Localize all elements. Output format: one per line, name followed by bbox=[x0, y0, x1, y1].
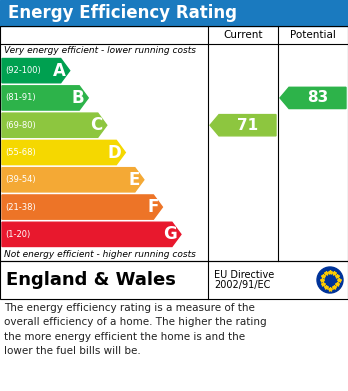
Text: Not energy efficient - higher running costs: Not energy efficient - higher running co… bbox=[4, 250, 196, 259]
Text: 2002/91/EC: 2002/91/EC bbox=[214, 280, 270, 290]
Polygon shape bbox=[2, 222, 181, 246]
Text: D: D bbox=[108, 143, 121, 161]
Polygon shape bbox=[210, 115, 276, 136]
Text: (55-68): (55-68) bbox=[5, 148, 36, 157]
Text: B: B bbox=[72, 89, 84, 107]
Polygon shape bbox=[2, 113, 107, 137]
Polygon shape bbox=[2, 86, 88, 110]
Text: C: C bbox=[90, 116, 103, 134]
Text: (69-80): (69-80) bbox=[5, 121, 36, 130]
Bar bbox=[0, 261, 348, 299]
Text: (21-38): (21-38) bbox=[5, 203, 36, 212]
Bar bbox=[0, 26, 348, 261]
Text: England & Wales: England & Wales bbox=[6, 271, 176, 289]
Text: G: G bbox=[163, 225, 177, 243]
Polygon shape bbox=[2, 195, 163, 219]
Text: Very energy efficient - lower running costs: Very energy efficient - lower running co… bbox=[4, 46, 196, 55]
Text: (1-20): (1-20) bbox=[5, 230, 30, 239]
Text: (92-100): (92-100) bbox=[5, 66, 41, 75]
Polygon shape bbox=[2, 168, 144, 192]
Text: (39-54): (39-54) bbox=[5, 175, 35, 184]
Text: Energy Efficiency Rating: Energy Efficiency Rating bbox=[8, 4, 237, 22]
Text: EU Directive: EU Directive bbox=[214, 270, 274, 280]
Polygon shape bbox=[2, 59, 70, 83]
Text: (81-91): (81-91) bbox=[5, 93, 35, 102]
Text: The energy efficiency rating is a measure of the
overall efficiency of a home. T: The energy efficiency rating is a measur… bbox=[4, 303, 267, 356]
Text: 83: 83 bbox=[307, 90, 328, 106]
Circle shape bbox=[317, 267, 343, 293]
Polygon shape bbox=[280, 87, 346, 109]
Text: Current: Current bbox=[223, 30, 263, 40]
Text: Potential: Potential bbox=[290, 30, 336, 40]
Text: 71: 71 bbox=[237, 118, 258, 133]
Text: E: E bbox=[128, 171, 140, 189]
Polygon shape bbox=[2, 140, 125, 165]
Bar bbox=[0, 0, 348, 26]
Text: F: F bbox=[147, 198, 158, 216]
Text: A: A bbox=[53, 62, 66, 80]
